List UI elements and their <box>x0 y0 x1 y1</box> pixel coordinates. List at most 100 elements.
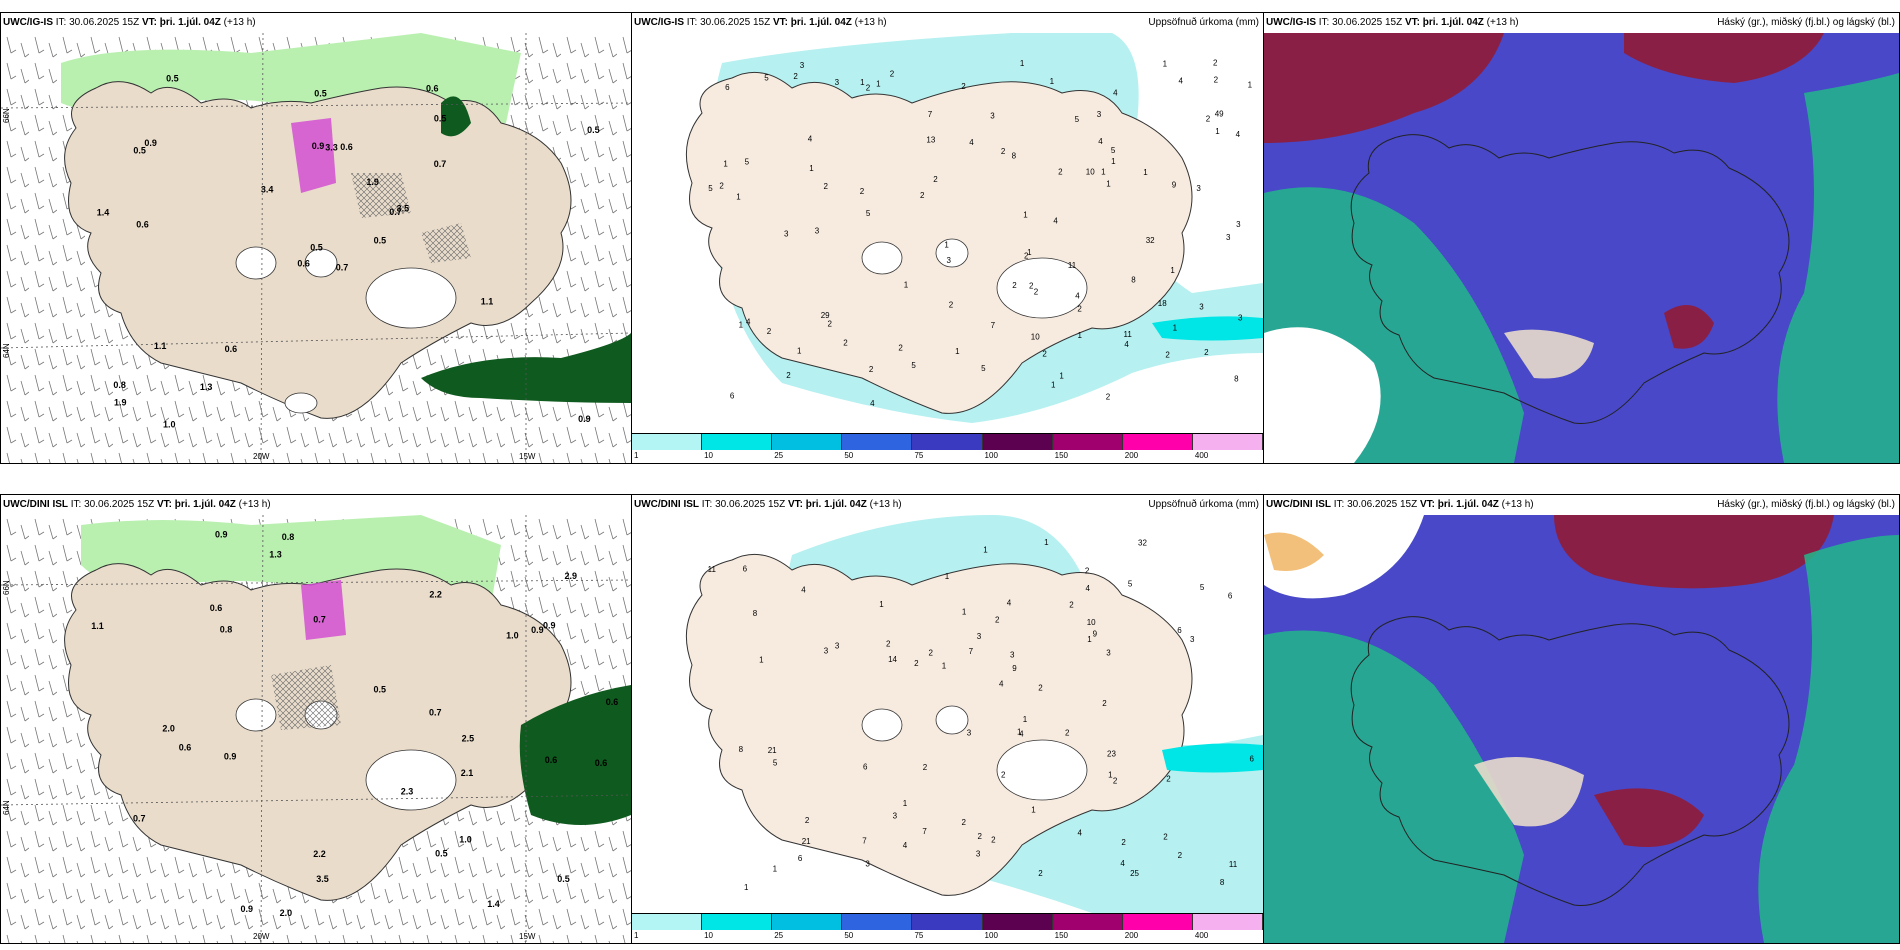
magenta-precip <box>301 580 346 640</box>
precip-value: 2 <box>866 84 871 93</box>
precip-value: 4 <box>808 134 813 143</box>
glacier-hofsjokull <box>304 248 338 278</box>
precip-value: 2 <box>1102 699 1107 708</box>
precip-value: 2 <box>1069 600 1074 609</box>
precip-value: 0.7 <box>313 615 326 625</box>
model-name: UWC/IG-IS <box>634 17 684 28</box>
precip-value: 0.8 <box>220 625 233 635</box>
colorbar-swatch <box>982 914 1053 930</box>
colorbar-label: 200 <box>1124 931 1139 940</box>
precip-value: 7 <box>928 110 933 119</box>
model-name: UWC/DINI ISL <box>634 499 699 510</box>
precip-value: 3 <box>977 632 982 641</box>
magenta-precip <box>291 118 336 193</box>
precip-value: 1 <box>962 608 967 617</box>
precip-value: 5 <box>773 758 778 767</box>
precip-value: 0.5 <box>166 74 179 84</box>
precip-value: 32 <box>1146 236 1155 245</box>
colorbar-label: 150 <box>1054 931 1069 940</box>
precip-value: 4 <box>1236 130 1241 139</box>
precip-value: 49 <box>1215 110 1224 119</box>
it-value: 30.06.2025 15Z <box>84 499 155 510</box>
lead-time: (+13 h) <box>1501 499 1534 510</box>
wind-map: 66N 64N 20W 15W 0.6 0.5 1.0 0.7 0.6 0.9 0.5 0.5… <box>1 515 631 943</box>
precip-value: 5 <box>866 209 871 218</box>
colorbar-swatch <box>1192 914 1263 930</box>
model-name: UWC/IG-IS <box>3 17 53 28</box>
precip-value: 2 <box>1214 76 1219 85</box>
precip-value: 4 <box>1078 828 1083 837</box>
low-cloud-east <box>1758 535 1899 943</box>
precip-value: 2 <box>933 175 938 184</box>
precip-value: 2.2 <box>313 849 326 859</box>
lead-time: (+13 h) <box>238 499 271 510</box>
precip-value: 2 <box>995 615 1000 624</box>
precip-value: 4 <box>1019 730 1024 739</box>
precip-value: 0.9 <box>224 751 237 761</box>
graticule <box>260 33 264 463</box>
precip-value: 11 <box>708 565 717 574</box>
precip-value: 2.2 <box>429 590 442 600</box>
precip-value: 7 <box>991 321 996 330</box>
it-label: IT: <box>55 17 67 28</box>
precip-value: 0.5 <box>374 235 387 245</box>
precip-value: 3 <box>1236 220 1241 229</box>
vt-label: VT: <box>156 499 172 510</box>
colorbar-label: 200 <box>1124 451 1139 460</box>
precip-value: 0.6 <box>606 697 619 707</box>
model-name: UWC/DINI ISL <box>1266 499 1331 510</box>
precip-value: 2 <box>914 659 919 668</box>
colorbar-label: 75 <box>914 451 924 460</box>
colorbar-swatch <box>772 434 843 450</box>
precip-value: 3 <box>1196 184 1201 193</box>
colorbar-label: 75 <box>914 931 924 940</box>
lat-label-64n: 64N <box>2 800 11 815</box>
glacier-langjokull <box>861 241 903 275</box>
precip-value: 0.7 <box>336 263 349 273</box>
model-name: UWC/DINI ISL <box>3 499 68 510</box>
glacier-vatnajokull <box>365 749 457 811</box>
precip-value: 3 <box>990 112 995 121</box>
precip-value: 1.0 <box>459 834 472 844</box>
precip-value: 2 <box>1178 851 1183 860</box>
precip-value: 0.5 <box>133 145 146 155</box>
precip-value: 1 <box>1051 380 1056 389</box>
precip-value: 4 <box>1113 89 1118 98</box>
map-panel-ig-is-precip: UWC/IG-IS IT: 30.06.2025 15Z VT: þri. 1.… <box>631 12 1264 464</box>
vt-value: þri. 1.júl. 04Z <box>790 17 852 28</box>
it-label: IT: <box>1318 17 1330 28</box>
colorbar-swatch <box>632 434 703 450</box>
precip-value: 0.6 <box>297 259 310 269</box>
field-title: Háský (gr.), miðský (fj.bl.) og lágský (… <box>1717 17 1895 28</box>
precip-value: 25 <box>1130 869 1139 878</box>
precip-value: 3 <box>1106 649 1111 658</box>
precip-value-labels: 0.6 0.5 1.0 0.7 0.6 0.9 0.5 0.5 0.6 0.7 1.1 0.9 0.7 0… <box>91 530 618 918</box>
precip-value: 4 <box>801 586 806 595</box>
colorbar-swatch <box>632 914 703 930</box>
hatched-area <box>351 173 411 218</box>
vt-value: þri. 1.júl. 04Z <box>1437 499 1499 510</box>
precip-value: 2 <box>767 327 772 336</box>
precip-value: 1 <box>1027 248 1032 257</box>
precip-value: 3 <box>1226 233 1231 242</box>
precip-value: 1 <box>759 656 764 665</box>
field-title: Uppsöfnuð úrkoma (mm) <box>1148 17 1259 28</box>
precip-value: 0.6 <box>210 603 223 613</box>
precip-value: 1 <box>1087 635 1092 644</box>
precip-value: 21 <box>768 746 777 755</box>
precip-value: 2.9 <box>565 571 578 581</box>
precip-value: 1 <box>1248 80 1253 89</box>
colorbar-label: 400 <box>1194 931 1209 940</box>
precip-value: 2 <box>949 300 954 309</box>
colorbar-swatch <box>1052 914 1123 930</box>
precip-value: 2 <box>1166 774 1171 783</box>
it-value: 30.06.2025 15Z <box>1332 17 1403 28</box>
precip-value: 2 <box>1038 869 1043 878</box>
precip-value: 3.3 <box>325 142 338 152</box>
precip-value: 2 <box>898 343 903 352</box>
precip-value: 1 <box>1106 180 1111 189</box>
precip-value: 6 <box>863 763 868 772</box>
precip-value: 4 <box>969 138 974 147</box>
precip-value: 5 <box>1075 115 1080 124</box>
precip-value: 0.5 <box>587 125 600 135</box>
